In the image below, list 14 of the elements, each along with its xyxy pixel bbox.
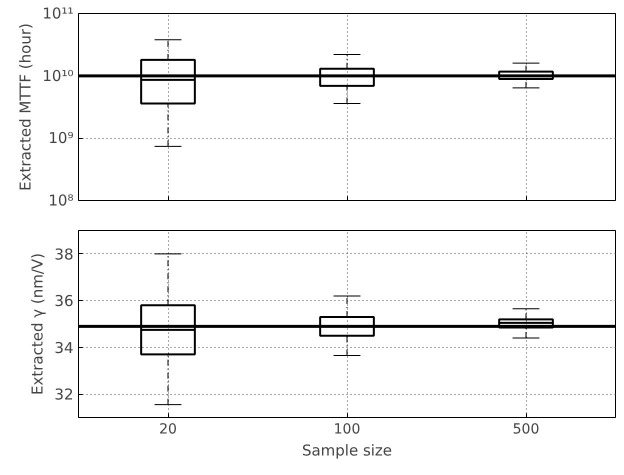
y-axis-title: Extracted γ (nm/V) [28, 252, 46, 396]
y-tick-label: 32 [54, 386, 74, 404]
y-tick-label: 34 [54, 338, 74, 357]
x-tick-label: 500 [512, 422, 540, 438]
y-tick-label: 10¹⁰ [42, 66, 74, 85]
y-tick-label: 36 [54, 292, 74, 310]
x-axis-title: Sample size [302, 442, 392, 460]
y-tick-label: 10⁹ [48, 129, 74, 148]
y-tick-label: 10⁸ [48, 192, 74, 210]
x-tick-label: 20 [159, 422, 177, 438]
y-axis-title: Extracted MTTF (hour) [16, 23, 34, 191]
y-tick-label: 10¹¹ [42, 4, 74, 22]
x-tick-label: 100 [334, 422, 360, 438]
y-tick-label: 38 [54, 245, 74, 264]
